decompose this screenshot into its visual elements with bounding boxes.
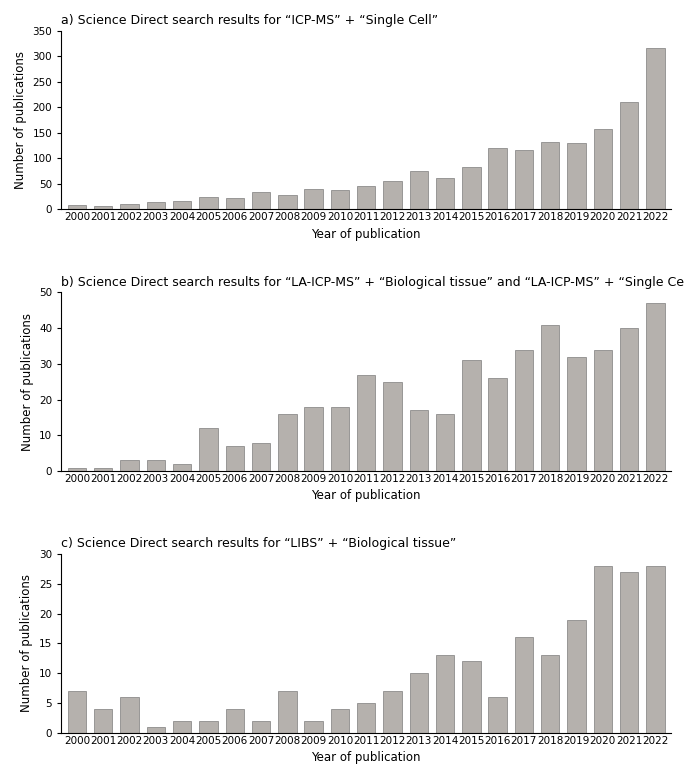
Y-axis label: Number of publications: Number of publications xyxy=(21,574,34,713)
Bar xyxy=(410,673,428,733)
Bar xyxy=(514,637,533,733)
Bar xyxy=(121,204,139,209)
Bar xyxy=(68,468,86,471)
Bar xyxy=(436,178,454,209)
Y-axis label: Number of publications: Number of publications xyxy=(14,51,27,189)
Bar xyxy=(252,721,270,733)
Bar xyxy=(331,190,349,209)
Bar xyxy=(514,150,533,209)
Bar xyxy=(383,691,401,733)
Bar xyxy=(278,691,297,733)
X-axis label: Year of publication: Year of publication xyxy=(312,228,421,241)
Bar xyxy=(646,47,664,209)
Bar xyxy=(567,142,586,209)
Bar xyxy=(410,410,428,471)
Bar xyxy=(410,170,428,209)
Bar xyxy=(278,194,297,209)
Bar xyxy=(252,443,270,471)
Bar xyxy=(225,709,244,733)
X-axis label: Year of publication: Year of publication xyxy=(312,489,421,503)
Bar xyxy=(594,566,612,733)
Bar xyxy=(173,201,191,209)
Bar xyxy=(462,661,480,733)
Bar xyxy=(173,721,191,733)
Bar xyxy=(121,461,139,471)
Bar xyxy=(68,691,86,733)
Bar xyxy=(147,202,165,209)
Bar xyxy=(488,697,507,733)
Bar xyxy=(304,188,323,209)
Bar xyxy=(620,102,638,209)
Bar xyxy=(199,428,218,471)
Bar xyxy=(514,349,533,471)
Bar xyxy=(331,709,349,733)
Bar xyxy=(541,655,560,733)
Bar xyxy=(541,142,560,209)
Bar xyxy=(488,378,507,471)
Bar xyxy=(620,328,638,471)
Bar xyxy=(278,414,297,471)
Bar xyxy=(304,721,323,733)
Bar xyxy=(304,407,323,471)
Bar xyxy=(567,357,586,471)
Bar xyxy=(357,703,375,733)
Bar xyxy=(462,167,480,209)
Bar xyxy=(436,655,454,733)
Bar xyxy=(94,709,112,733)
Bar xyxy=(147,727,165,733)
Bar xyxy=(541,324,560,471)
Bar xyxy=(594,349,612,471)
Text: c) Science Direct search results for “LIBS” + “Biological tissue”: c) Science Direct search results for “LI… xyxy=(61,537,456,550)
Text: b) Science Direct search results for “LA-ICP-MS” + “Biological tissue” and “LA-I: b) Science Direct search results for “LA… xyxy=(61,275,685,289)
Bar xyxy=(252,191,270,209)
Bar xyxy=(94,468,112,471)
Bar xyxy=(225,198,244,209)
Bar xyxy=(199,721,218,733)
Bar xyxy=(68,205,86,209)
Bar xyxy=(147,461,165,471)
Bar xyxy=(94,206,112,209)
Bar xyxy=(383,382,401,471)
Bar xyxy=(199,197,218,209)
Bar xyxy=(436,414,454,471)
Bar xyxy=(331,407,349,471)
Bar xyxy=(357,186,375,209)
Bar xyxy=(488,148,507,209)
Bar xyxy=(646,303,664,471)
Text: a) Science Direct search results for “ICP-MS” + “Single Cell”: a) Science Direct search results for “IC… xyxy=(61,14,438,27)
Bar xyxy=(173,464,191,471)
Bar xyxy=(594,129,612,209)
X-axis label: Year of publication: Year of publication xyxy=(312,751,421,764)
Bar xyxy=(646,566,664,733)
Bar xyxy=(357,375,375,471)
Y-axis label: Number of publications: Number of publications xyxy=(21,313,34,450)
Bar xyxy=(620,572,638,733)
Bar xyxy=(121,697,139,733)
Bar xyxy=(462,360,480,471)
Bar xyxy=(225,446,244,471)
Bar xyxy=(383,181,401,209)
Bar xyxy=(567,619,586,733)
